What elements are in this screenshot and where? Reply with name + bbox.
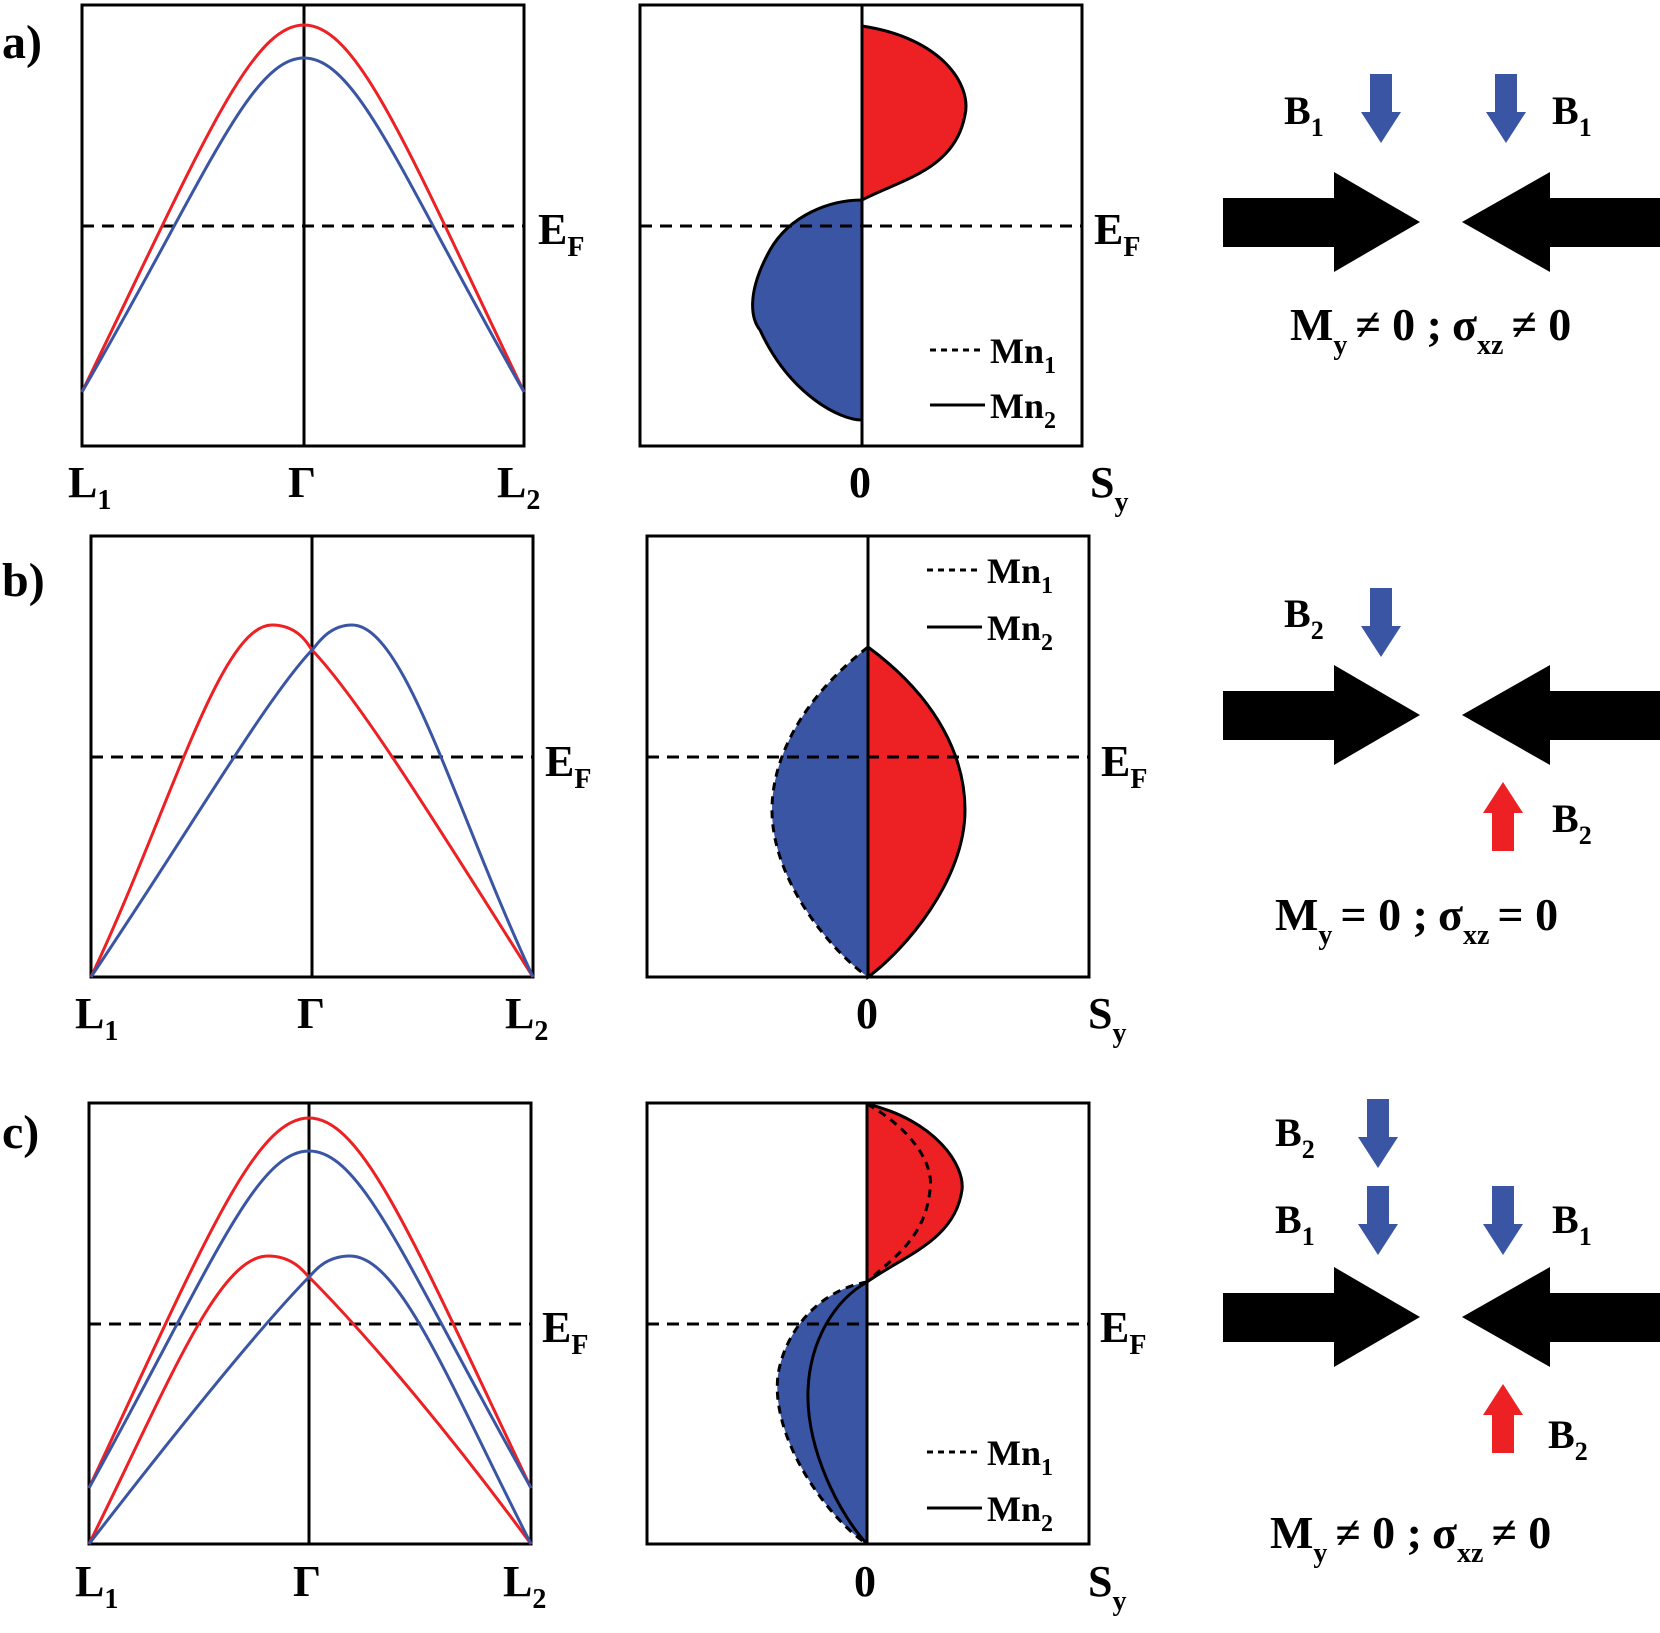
k-label-left: L1 bbox=[75, 1557, 118, 1615]
fermi-label: EF bbox=[1101, 737, 1147, 795]
legend-mn1-label: Mn1 bbox=[990, 331, 1056, 379]
spin-curve-mn1-dashed bbox=[775, 1280, 868, 1546]
b-arrow-down-blue bbox=[1361, 74, 1401, 143]
legend-mn2-label: Mn2 bbox=[987, 608, 1053, 656]
k-label-right: L2 bbox=[497, 458, 540, 516]
spin-plot: Mn1 Mn2 EF 0 Sy bbox=[645, 1101, 1146, 1617]
arrow-right-block bbox=[1223, 1267, 1420, 1367]
band-blue bbox=[80, 56, 526, 393]
legend-mn1-label: Mn1 bbox=[987, 1433, 1053, 1481]
zero-label: 0 bbox=[854, 1557, 876, 1606]
legend-mn2-label: Mn2 bbox=[987, 1489, 1053, 1537]
band-blue-outer bbox=[87, 1149, 533, 1489]
panel-tag: b) bbox=[2, 554, 45, 607]
band-plot: EF L1 Γ L2 bbox=[75, 1101, 588, 1615]
spin-lobe-red bbox=[866, 644, 967, 980]
spin-lobe-red bbox=[865, 1102, 964, 1285]
b-label: B2 bbox=[1552, 796, 1592, 850]
fermi-label: EF bbox=[1094, 205, 1140, 263]
fermi-label: EF bbox=[545, 737, 591, 795]
k-label-left: L1 bbox=[68, 458, 111, 516]
b-label: B1 bbox=[1275, 1197, 1315, 1251]
k-label-left: L1 bbox=[75, 989, 118, 1047]
b-arrow-down-blue bbox=[1486, 74, 1526, 143]
k-label-right: L2 bbox=[505, 989, 548, 1047]
panel-a: a) EF L1 Γ L2 Mn1 Mn2 EF 0 Sy bbox=[2, 3, 1660, 518]
schematic: B2 B1 B1 B2 My ≠ 0 ; σxz ≠ 0 bbox=[1223, 1099, 1660, 1569]
panel-tag: c) bbox=[2, 1106, 39, 1159]
arrow-right-block bbox=[1223, 172, 1420, 272]
b-label: B1 bbox=[1284, 88, 1324, 142]
spin-curve-mn1-dashed bbox=[770, 645, 869, 979]
result-equation: My = 0 ; σxz = 0 bbox=[1275, 889, 1558, 951]
panel-b: b) EF L1 Γ L2 Mn1 Mn2 EF 0 Sy bbox=[2, 534, 1660, 1049]
b-label: B1 bbox=[1552, 88, 1592, 142]
arrow-left-block bbox=[1462, 172, 1660, 272]
b-arrow-up-red bbox=[1483, 782, 1523, 851]
k-label-gamma: Γ bbox=[288, 458, 316, 507]
b-arrow-down-blue bbox=[1358, 1099, 1398, 1168]
legend-mn2-label: Mn2 bbox=[990, 386, 1056, 434]
spin-plot: Mn1 Mn2 EF 0 Sy bbox=[645, 534, 1147, 1049]
b-arrow-up-red bbox=[1483, 1384, 1523, 1453]
spin-curve-mn2-solid bbox=[806, 1280, 869, 1546]
band-plot: EF L1 Γ L2 bbox=[75, 534, 591, 1047]
k-label-gamma: Γ bbox=[293, 1557, 321, 1606]
band-red bbox=[89, 623, 535, 978]
spin-plot: Mn1 Mn2 EF 0 Sy bbox=[638, 3, 1140, 518]
fermi-label: EF bbox=[538, 205, 584, 263]
spin-lobe-red bbox=[860, 24, 968, 203]
band-blue-inner bbox=[87, 1254, 533, 1545]
band-blue bbox=[89, 623, 535, 978]
fermi-label: EF bbox=[542, 1303, 588, 1361]
band-red-outer bbox=[87, 1116, 533, 1489]
sy-label: Sy bbox=[1090, 458, 1128, 518]
arrow-right-block bbox=[1223, 665, 1420, 765]
spin-lobe-blue bbox=[777, 1282, 867, 1544]
fermi-label: EF bbox=[1100, 1303, 1146, 1361]
arrow-left-block bbox=[1462, 665, 1660, 765]
result-equation: My ≠ 0 ; σxz ≠ 0 bbox=[1290, 299, 1571, 361]
b-label: B2 bbox=[1275, 1110, 1315, 1164]
spin-lobe-blue bbox=[772, 647, 868, 977]
b-label: B2 bbox=[1284, 591, 1324, 645]
panel-c: c) EF L1 Γ L2 Mn1 bbox=[2, 1099, 1660, 1617]
sy-label: Sy bbox=[1088, 1557, 1126, 1617]
arrow-left-block bbox=[1462, 1267, 1660, 1367]
k-label-right: L2 bbox=[503, 1557, 546, 1615]
b-label: B1 bbox=[1552, 1197, 1592, 1251]
b-label: B2 bbox=[1548, 1412, 1588, 1466]
k-label-gamma: Γ bbox=[297, 989, 325, 1038]
spin-curve-mn1-dashed bbox=[865, 1102, 933, 1284]
band-plot: EF L1 Γ L2 bbox=[68, 3, 584, 516]
spin-lobe-blue bbox=[751, 198, 864, 422]
legend-mn1-label: Mn1 bbox=[987, 551, 1053, 599]
band-red bbox=[80, 23, 526, 393]
zero-label: 0 bbox=[856, 989, 878, 1038]
b-arrow-down-blue bbox=[1358, 1186, 1398, 1255]
b-arrow-down-blue bbox=[1483, 1186, 1523, 1255]
schematic: B1 B1 My ≠ 0 ; σxz ≠ 0 bbox=[1223, 74, 1660, 361]
sy-label: Sy bbox=[1088, 989, 1126, 1049]
result-equation: My ≠ 0 ; σxz ≠ 0 bbox=[1270, 1507, 1551, 1569]
panel-tag: a) bbox=[2, 16, 42, 69]
band-red-inner bbox=[87, 1254, 533, 1545]
zero-label: 0 bbox=[849, 458, 871, 507]
schematic: B2 B2 My = 0 ; σxz = 0 bbox=[1223, 588, 1660, 951]
b-arrow-down-blue bbox=[1361, 588, 1401, 657]
